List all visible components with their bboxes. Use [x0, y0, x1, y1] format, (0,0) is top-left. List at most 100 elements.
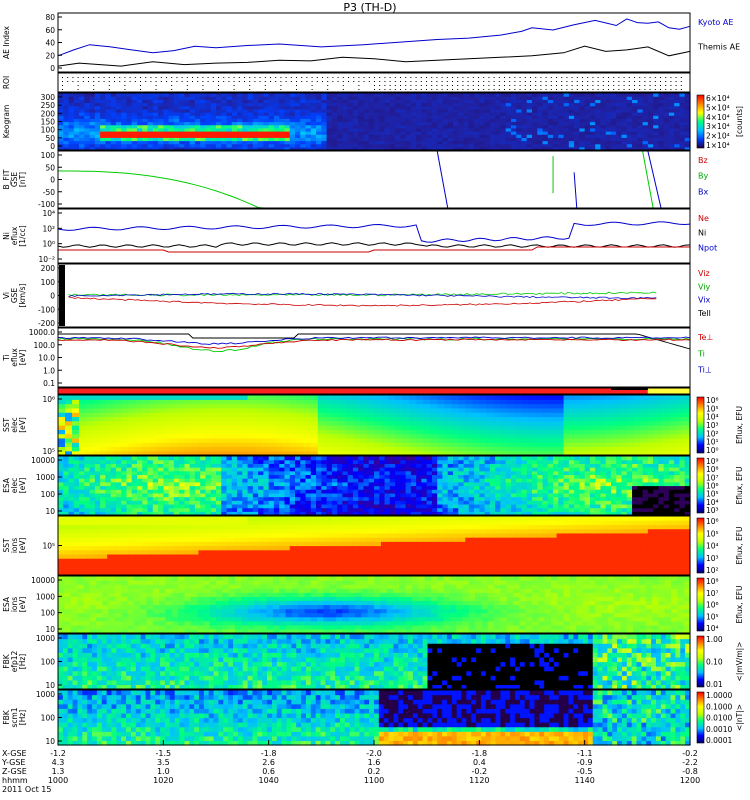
sst_e-cell [584, 442, 593, 448]
esa_e-cell [179, 459, 185, 464]
keogram-cell [131, 143, 138, 148]
keogram-cell [658, 93, 665, 97]
keogram-cell [495, 134, 501, 138]
sst_e-cell [58, 429, 66, 435]
keogram-cell [210, 121, 217, 126]
keogram-cell [542, 96, 549, 100]
esa_e-cell [263, 474, 270, 479]
sst_e-cell [507, 412, 516, 418]
keogram-cell [237, 146, 243, 151]
esa_e-cell [105, 456, 112, 461]
esa_e-cell [268, 503, 275, 509]
sst_e-cell [675, 437, 684, 443]
roi-flag [535, 89, 537, 90]
roi-flag [186, 77, 188, 78]
keogram-cell [526, 112, 533, 116]
sst_e-cell [577, 425, 586, 430]
keogram-cell [184, 124, 191, 129]
esa_e-cell [273, 503, 280, 509]
sst_e-cell [331, 425, 340, 430]
keogram-cell [352, 146, 359, 151]
keogram-cell [347, 121, 354, 126]
sst_e-cell [331, 420, 340, 426]
keogram-cell [189, 118, 196, 123]
keogram-cell [674, 146, 681, 151]
roi-flag [644, 85, 646, 86]
sst_e-cell [338, 407, 347, 413]
keogram-cell [58, 112, 64, 116]
esa_e-cell [110, 492, 117, 498]
roi-flag [498, 81, 500, 82]
keogram-cell [626, 137, 633, 142]
keogram-cell [437, 108, 444, 113]
keogram-cell [142, 131, 149, 135]
keogram-cell [210, 127, 217, 132]
keogram-cell [379, 105, 386, 110]
esa_e-cell [316, 511, 322, 516]
keogram-cell [431, 108, 438, 113]
esa_e-cell [184, 507, 191, 512]
sst_e-cell [570, 399, 579, 405]
keogram-cell [584, 96, 591, 100]
keogram-cell [505, 143, 512, 148]
sst_e-cell [100, 425, 108, 430]
keogram-cell [205, 96, 212, 100]
esa_e-cell [79, 478, 85, 483]
esa_e-cell [94, 500, 101, 505]
keogram-cell [79, 131, 85, 135]
keogram-cell [505, 112, 512, 116]
keogram-cell [105, 118, 112, 123]
esa_e-cell [147, 511, 154, 516]
roi-flag [176, 77, 178, 78]
keogram-cell [642, 146, 649, 151]
keogram-cell [674, 112, 681, 116]
sst_e-cell [282, 407, 291, 413]
keogram-cell [331, 102, 338, 107]
keogram-cell [100, 93, 106, 97]
sst_e-cell [359, 433, 368, 439]
esa_e-cell [379, 485, 386, 490]
sst_e-cell [549, 450, 558, 456]
keogram-cell [616, 140, 623, 145]
esa_e-cell [147, 456, 154, 461]
roi-flag [420, 77, 422, 78]
keogram-cell [405, 121, 412, 126]
esa_e-cell [68, 478, 75, 483]
sst_e-cell [458, 429, 466, 435]
keogram-cell [421, 124, 428, 129]
keogram-cell [637, 121, 644, 126]
keogram-cell [500, 146, 507, 151]
esa_e-cell [421, 485, 428, 490]
keogram-cell [479, 96, 486, 100]
roi-flag [441, 77, 443, 78]
keogram-cell [163, 112, 170, 116]
keogram-cell [89, 93, 96, 97]
esa_e-cell [68, 459, 75, 464]
esa_e-cell [252, 496, 259, 501]
keogram-cell [110, 99, 117, 104]
keogram-cell [216, 105, 222, 110]
esa_e-cell [268, 478, 275, 483]
roi-flag [680, 85, 682, 86]
esa_e-cell [358, 485, 365, 490]
sst_e-cell [661, 450, 670, 456]
esa_e-cell [410, 463, 417, 468]
keogram-cell [168, 137, 175, 142]
keogram-cell [447, 108, 454, 113]
keogram-cell [658, 134, 665, 138]
esa_e-cell [300, 485, 307, 490]
esa_e-cell [347, 463, 354, 468]
keogram-cell [63, 143, 70, 148]
esa_e-cell [168, 463, 175, 468]
keogram-cell [495, 93, 501, 97]
keogram-cell [516, 112, 523, 116]
sst_e-cell [359, 446, 368, 452]
esa_e-cell [205, 489, 212, 494]
esa_e-cell [58, 496, 64, 501]
keogram-cell [431, 127, 438, 132]
keogram-cell [632, 102, 638, 107]
keogram-cell [316, 102, 322, 107]
sst_e-cell [577, 433, 586, 439]
keogram-cell [410, 115, 417, 119]
keogram-cell [589, 118, 596, 123]
